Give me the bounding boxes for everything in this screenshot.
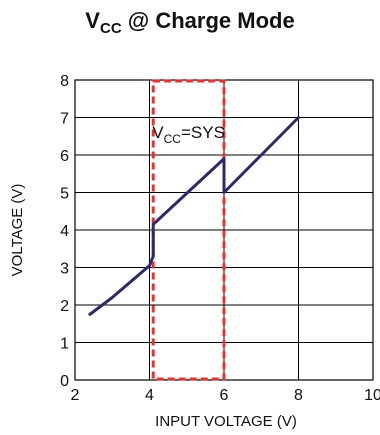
- y-tick-label-3: 3: [60, 261, 69, 278]
- title-subscript: CC: [99, 20, 122, 37]
- chart-title: VCC @ Charge Mode: [0, 8, 380, 37]
- vcc-sys-label-rest: =SYS: [181, 123, 225, 142]
- y-axis-label: VOLTAGE (V): [9, 184, 26, 277]
- x-tick-label-0: 2: [71, 387, 80, 404]
- y-tick-label-4: 4: [60, 223, 69, 240]
- x-tick-label-4: 10: [364, 387, 380, 404]
- y-tick-label-0: 0: [60, 373, 69, 390]
- y-tick-label-5: 5: [60, 186, 69, 203]
- vcc-sys-label-main: V: [152, 123, 164, 142]
- x-tick-label-2: 6: [220, 387, 229, 404]
- vcc-sys-label-sub: CC: [164, 132, 182, 146]
- x-axis-label: INPUT VOLTAGE (V): [155, 413, 297, 430]
- y-tick-label-2: 2: [60, 298, 69, 315]
- y-tick-label-6: 6: [60, 148, 69, 165]
- y-tick-label-8: 8: [60, 73, 69, 90]
- series-line-0: [88, 116, 300, 316]
- vcc-sys-label: VCC=SYS: [152, 123, 225, 146]
- title-main: V: [85, 8, 100, 33]
- y-tick-label-1: 1: [60, 336, 69, 353]
- y-tick-label-7: 7: [60, 111, 69, 128]
- title-rest: @ Charge Mode: [121, 8, 295, 33]
- x-tick-label-3: 8: [294, 387, 303, 404]
- x-tick-label-1: 4: [145, 387, 154, 404]
